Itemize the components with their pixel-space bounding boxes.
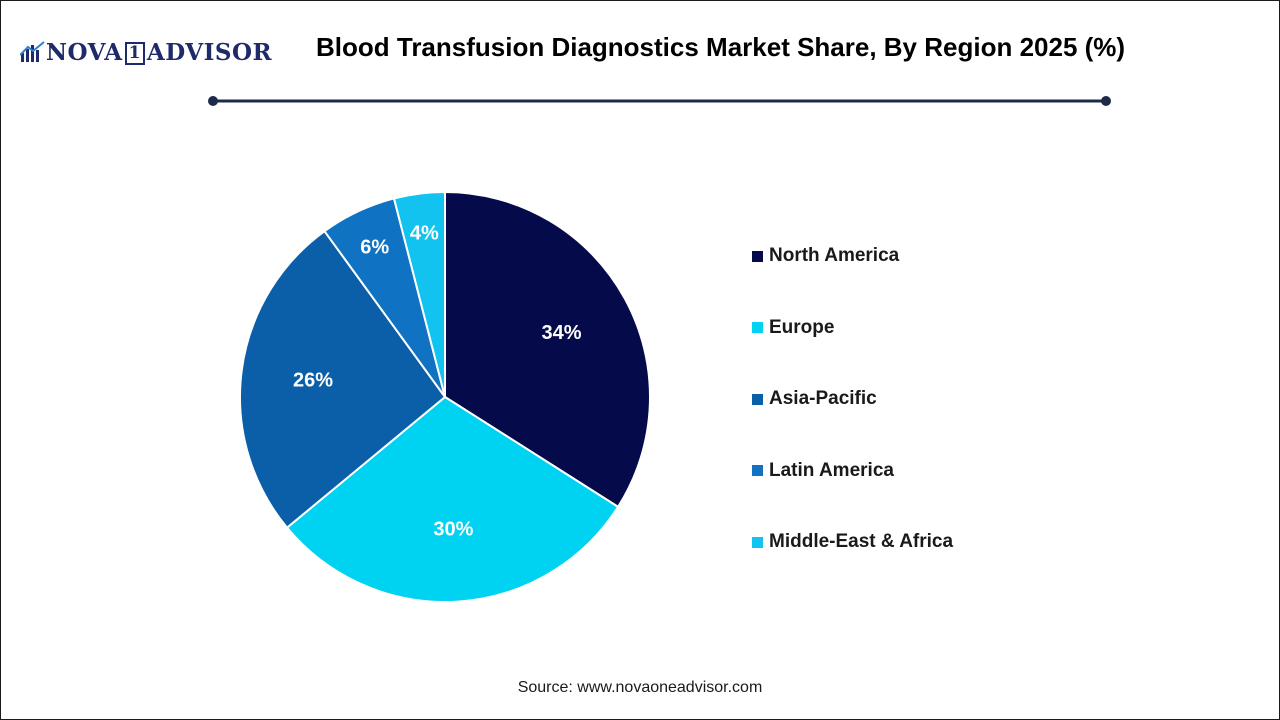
legend-label: Asia-Pacific bbox=[769, 388, 877, 409]
legend-item-middle-east-africa: Middle-East & Africa bbox=[752, 530, 953, 554]
divider-left-dot bbox=[208, 96, 218, 106]
pie-chart: 34% 30% 26% 6% 4% bbox=[239, 190, 651, 603]
source-note: Source: www.novaoneadvisor.com bbox=[517, 679, 763, 696]
pie-label-latin-america: 6% bbox=[360, 237, 389, 259]
legend-item-north-america: North America bbox=[752, 244, 953, 268]
bar-chart-logo-icon bbox=[20, 41, 45, 62]
divider-right-dot bbox=[1101, 96, 1111, 106]
brand-wordmark: NOVA 1 ADVISOR bbox=[46, 39, 272, 66]
legend-label: Latin America bbox=[769, 459, 894, 481]
brand-advisor-text: ADVISOR bbox=[146, 38, 273, 66]
legend-label: Europe bbox=[769, 316, 835, 338]
chart-title: Blood Transfusion Diagnostics Market Sha… bbox=[316, 32, 1126, 62]
legend-swatch bbox=[752, 393, 763, 405]
brand-one-box: 1 bbox=[124, 41, 145, 65]
pie-label-europe: 30% bbox=[433, 519, 473, 541]
legend-label: North America bbox=[769, 245, 900, 266]
pie-label-north-america: 34% bbox=[542, 322, 582, 344]
brand-logo: NOVA 1 ADVISOR bbox=[20, 36, 272, 68]
pie-slice-north-america bbox=[444, 190, 651, 509]
legend-swatch bbox=[752, 465, 763, 476]
chart-legend: North America Europe Asia-Pacific Latin Ame… bbox=[752, 244, 953, 602]
legend-swatch bbox=[752, 322, 763, 333]
legend-item-europe: Europe bbox=[752, 316, 953, 340]
pie-slice-europe bbox=[285, 395, 620, 603]
legend-label: Middle-East & Africa bbox=[769, 531, 954, 552]
pie-slice-asia-pacific bbox=[239, 229, 447, 530]
brand-nova-text: NOVA bbox=[46, 38, 123, 66]
legend-item-latin-america: Latin America bbox=[752, 459, 953, 483]
legend-item-asia-pacific: Asia-Pacific bbox=[752, 387, 953, 411]
pie-slice-middle-east-africa bbox=[392, 190, 446, 398]
pie-label-asia-pacific: 26% bbox=[293, 369, 333, 391]
legend-swatch bbox=[752, 250, 763, 262]
title-divider bbox=[208, 96, 1111, 106]
pie-label-middle-east-africa: 4% bbox=[410, 222, 439, 244]
legend-swatch bbox=[752, 536, 763, 548]
